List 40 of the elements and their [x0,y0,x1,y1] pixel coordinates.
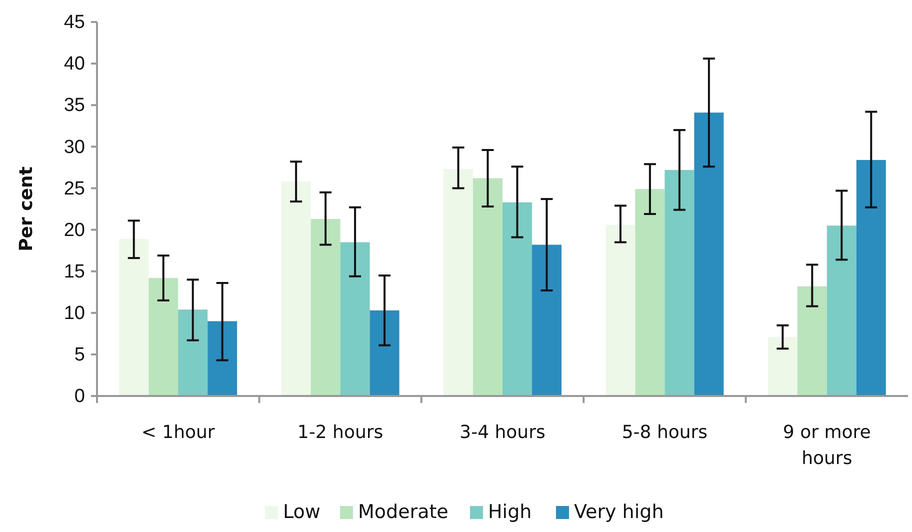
bar [148,278,178,396]
legend-label: Moderate [358,501,448,523]
bar [281,182,311,396]
bar [178,310,208,396]
bar [340,242,370,396]
bar [370,310,400,396]
y-tick-label: 0 [74,386,85,408]
y-tick-label: 20 [64,220,85,241]
bar [664,170,694,396]
y-axis-title: Per cent [16,166,37,252]
y-tick-label: 45 [64,12,85,34]
bar [473,178,502,396]
bar [119,238,149,396]
bar [856,160,886,396]
y-tick-label: 15 [64,261,85,282]
y-tick-label: 35 [64,95,85,116]
bar [694,112,724,396]
bar [826,226,856,396]
x-tick-label: 5-8 hours [622,422,708,443]
x-tick-label: < 1hour [141,422,216,443]
bar [635,189,665,396]
bar [310,218,340,396]
bar [768,336,798,396]
legend-label: High [488,501,532,523]
y-tick-label: 10 [64,302,85,324]
bar [502,202,532,396]
legend-label: Low [283,501,320,523]
bar [208,321,238,396]
bar [606,224,636,396]
y-tick-label: 30 [64,136,85,158]
y-tick-label: 40 [64,54,85,75]
bar [532,244,562,396]
x-tick-label: 9 or more hours [782,422,871,469]
x-tick-label: 3-4 hours [460,422,546,443]
y-tick-label: 5 [74,344,85,366]
bar [444,169,474,396]
bar [797,286,827,396]
y-tick-label: 25 [64,178,85,200]
x-tick-label: 1-2 hours [297,422,384,443]
legend-label: Very high [574,501,664,523]
